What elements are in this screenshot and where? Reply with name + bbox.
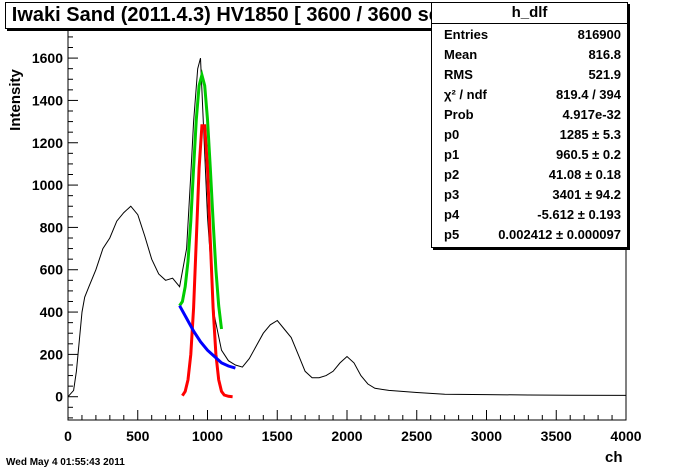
x-tick-label: 4000 (610, 428, 641, 444)
y-tick-label: 200 (40, 346, 64, 362)
y-tick-label: 1400 (32, 92, 63, 108)
y-axis-label: Intensity (7, 69, 24, 131)
stat-value: 819.4 / 394 (555, 86, 621, 102)
stat-value: 1285 ± 5.3 (559, 126, 621, 142)
stats-rows: Entries 816900 Mean 816.8 RMS 521.9 χ² / ndf 81… (432, 24, 627, 244)
timestamp: Wed May 4 01:55:43 2011 (6, 457, 125, 468)
stat-label: χ² / ndf (444, 86, 487, 102)
y-tick-label: 400 (40, 304, 64, 320)
stat-value: 41.08 ± 0.18 (548, 166, 621, 182)
stat-label: RMS (444, 66, 473, 82)
series-line-1 (178, 69, 223, 330)
series-line-2 (181, 124, 233, 399)
y-tick-label: 1200 (32, 135, 63, 151)
x-tick-label: 3500 (541, 428, 572, 444)
y-tick-label: 800 (40, 219, 64, 235)
stat-row: p3 3401 ± 94.2 (432, 184, 627, 204)
x-tick-label: 2500 (401, 428, 432, 444)
stat-row: p0 1285 ± 5.3 (432, 124, 627, 144)
series-line-0 (67, 57, 627, 398)
stat-row: Entries 816900 (432, 24, 627, 44)
stat-value: 0.002412 ± 0.000097 (498, 226, 621, 242)
stat-row: p2 41.08 ± 0.18 (432, 164, 627, 184)
x-tick-label: 1500 (262, 428, 293, 444)
stat-row: Mean 816.8 (432, 44, 627, 64)
stat-row: p4 -5.612 ± 0.193 (432, 204, 627, 224)
chart-title: Iwaki Sand (2011.4.3) HV1850 [ 3600 / 36… (5, 2, 470, 29)
series-line-3 (178, 304, 236, 370)
stats-box-title: h_dlf (432, 3, 627, 24)
y-tick-label: 1600 (32, 50, 63, 66)
stat-value: -5.612 ± 0.193 (537, 206, 621, 222)
x-tick-label: 500 (126, 428, 150, 444)
stat-value: 4.917e-32 (562, 106, 621, 122)
stat-label: p4 (444, 206, 460, 222)
stat-row: p5 0.002412 ± 0.000097 (432, 224, 627, 244)
stat-label: p5 (444, 226, 460, 242)
y-tick-label: 0 (55, 389, 63, 405)
x-axis-label: ch (605, 449, 623, 466)
x-tick-label: 0 (64, 428, 72, 444)
x-tick-label: 2000 (331, 428, 362, 444)
series-layer (67, 57, 627, 399)
x-tick-label: 1000 (192, 428, 223, 444)
stat-label: Prob (444, 106, 474, 122)
stat-label: Mean (444, 46, 478, 62)
stat-row: p1 960.5 ± 0.2 (432, 144, 627, 164)
stats-box: h_dlf Entries 816900 Mean 816.8 RMS 521.9 χ² /… (431, 2, 628, 248)
stat-label: Entries (444, 26, 489, 42)
stat-label: p2 (444, 166, 460, 182)
stat-value: 816900 (577, 26, 621, 42)
stat-label: p0 (444, 126, 460, 142)
stat-value: 3401 ± 94.2 (552, 186, 621, 202)
stat-row: χ² / ndf 819.4 / 394 (432, 84, 627, 104)
y-axis: 0 200 400 600 800 1000 1200 1400 1600 (32, 25, 78, 419)
x-tick-label: 3000 (471, 428, 502, 444)
stat-label: p1 (444, 146, 460, 162)
stat-row: Prob 4.917e-32 (432, 104, 627, 124)
stat-value: 521.9 (588, 66, 621, 82)
x-axis: 0 500 1000 1500 2000 2500 3000 3500 4000 (64, 410, 642, 444)
stat-row: RMS 521.9 (432, 64, 627, 84)
stat-value: 816.8 (588, 46, 621, 62)
stat-label: p3 (444, 186, 460, 202)
stat-value: 960.5 ± 0.2 (556, 146, 621, 162)
y-tick-label: 600 (40, 262, 64, 278)
y-tick-label: 1000 (32, 177, 63, 193)
